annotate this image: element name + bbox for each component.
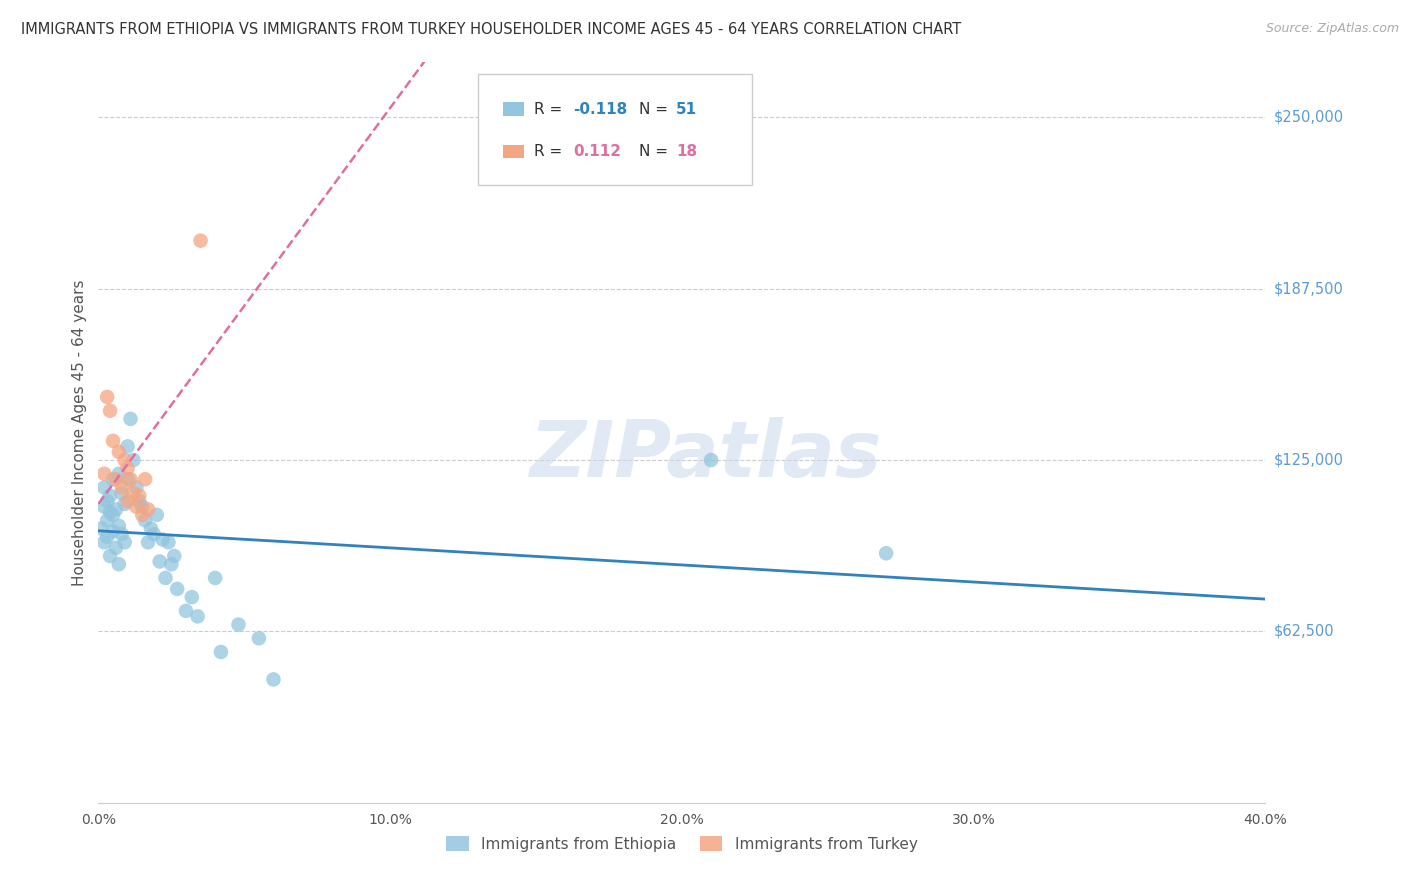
Point [93, 480, 115, 494]
Point [128, 489, 150, 503]
Point [101, 472, 124, 486]
Point [149, 554, 172, 568]
Y-axis label: Householder Income Ages 45 - 64 years: Householder Income Ages 45 - 64 years [72, 279, 87, 586]
Text: $250,000: $250,000 [1274, 110, 1344, 125]
Point [122, 453, 145, 467]
Point [122, 486, 145, 500]
Point [120, 472, 142, 486]
Point [90, 522, 112, 536]
Point [131, 500, 153, 514]
Text: $187,500: $187,500 [1274, 281, 1344, 296]
Point [160, 558, 183, 572]
Point [262, 673, 284, 687]
Point [104, 502, 127, 516]
Point [117, 472, 139, 486]
Text: N =: N = [638, 144, 672, 159]
Text: 51: 51 [676, 102, 697, 117]
Text: ZIPatlas: ZIPatlas [529, 417, 882, 493]
Text: $62,500: $62,500 [1274, 624, 1334, 639]
Text: $125,000: $125,000 [1274, 452, 1344, 467]
Text: -0.118: -0.118 [574, 102, 627, 117]
Point [117, 439, 139, 453]
FancyBboxPatch shape [478, 73, 752, 185]
Point [98, 489, 121, 503]
Text: 18: 18 [676, 144, 697, 159]
Point [111, 480, 134, 494]
Point [142, 527, 165, 541]
Point [152, 533, 174, 547]
Point [101, 508, 124, 522]
Point [117, 494, 139, 508]
Point [98, 505, 121, 519]
Point [134, 472, 156, 486]
Point [111, 527, 134, 541]
Point [93, 535, 115, 549]
Point [96, 513, 118, 527]
Point [104, 472, 127, 486]
Point [136, 502, 159, 516]
Point [93, 500, 115, 514]
FancyBboxPatch shape [503, 145, 524, 158]
Point [120, 412, 142, 426]
FancyBboxPatch shape [503, 103, 524, 116]
Point [125, 500, 148, 514]
Point [98, 549, 121, 563]
Point [114, 453, 136, 467]
Point [101, 434, 124, 448]
Point [187, 609, 209, 624]
Point [93, 467, 115, 481]
Point [875, 546, 897, 560]
Point [125, 480, 148, 494]
Point [180, 590, 202, 604]
Point [204, 571, 226, 585]
Point [96, 494, 118, 508]
Point [209, 645, 232, 659]
Point [700, 453, 723, 467]
Point [157, 535, 180, 549]
Point [166, 582, 188, 596]
Point [190, 234, 212, 248]
Point [228, 617, 250, 632]
Text: N =: N = [638, 102, 672, 117]
Text: R =: R = [534, 144, 572, 159]
Point [128, 494, 150, 508]
Point [134, 513, 156, 527]
Point [104, 541, 127, 555]
Point [146, 508, 169, 522]
Text: IMMIGRANTS FROM ETHIOPIA VS IMMIGRANTS FROM TURKEY HOUSEHOLDER INCOME AGES 45 - : IMMIGRANTS FROM ETHIOPIA VS IMMIGRANTS F… [21, 22, 962, 37]
Point [108, 519, 131, 533]
Point [131, 508, 153, 522]
Point [114, 535, 136, 549]
Point [114, 497, 136, 511]
Text: Source: ZipAtlas.com: Source: ZipAtlas.com [1265, 22, 1399, 36]
Point [117, 461, 139, 475]
Point [163, 549, 186, 563]
Point [108, 467, 131, 481]
Point [108, 445, 131, 459]
Point [111, 486, 134, 500]
Point [247, 632, 270, 646]
Legend: Immigrants from Ethiopia, Immigrants from Turkey: Immigrants from Ethiopia, Immigrants fro… [440, 830, 924, 858]
Point [101, 524, 124, 539]
Point [108, 558, 131, 572]
Point [174, 604, 197, 618]
Text: 0.112: 0.112 [574, 144, 621, 159]
Point [139, 522, 162, 536]
Point [155, 571, 177, 585]
Point [96, 390, 118, 404]
Text: R =: R = [534, 102, 567, 117]
Point [98, 403, 121, 417]
Point [96, 530, 118, 544]
Point [136, 535, 159, 549]
